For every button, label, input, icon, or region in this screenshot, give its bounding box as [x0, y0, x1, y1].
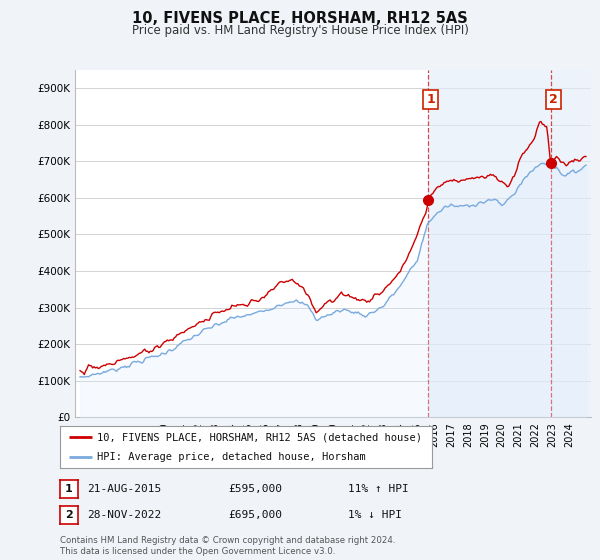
- Text: 11% ↑ HPI: 11% ↑ HPI: [348, 484, 409, 494]
- Text: 10, FIVENS PLACE, HORSHAM, RH12 5AS: 10, FIVENS PLACE, HORSHAM, RH12 5AS: [132, 11, 468, 26]
- Text: 28-NOV-2022: 28-NOV-2022: [87, 510, 161, 520]
- Text: 1: 1: [65, 484, 73, 494]
- Bar: [428, 70, 591, 417]
- Text: 1: 1: [426, 93, 435, 106]
- Text: 2: 2: [65, 510, 73, 520]
- Text: Contains HM Land Registry data © Crown copyright and database right 2024.
This d: Contains HM Land Registry data © Crown c…: [60, 536, 395, 556]
- Text: Price paid vs. HM Land Registry's House Price Index (HPI): Price paid vs. HM Land Registry's House …: [131, 24, 469, 36]
- Text: 10, FIVENS PLACE, HORSHAM, RH12 5AS (detached house): 10, FIVENS PLACE, HORSHAM, RH12 5AS (det…: [97, 432, 422, 442]
- Text: 1% ↓ HPI: 1% ↓ HPI: [348, 510, 402, 520]
- Text: £595,000: £595,000: [228, 484, 282, 494]
- Text: HPI: Average price, detached house, Horsham: HPI: Average price, detached house, Hors…: [97, 452, 366, 462]
- Text: 2: 2: [549, 93, 557, 106]
- Text: £695,000: £695,000: [228, 510, 282, 520]
- Text: 21-AUG-2015: 21-AUG-2015: [87, 484, 161, 494]
